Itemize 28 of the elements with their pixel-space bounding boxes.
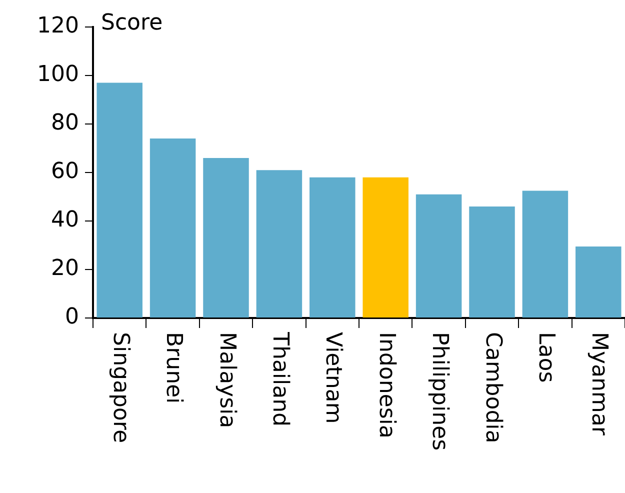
x-tick-label: Cambodia (480, 332, 506, 444)
bar (416, 194, 462, 318)
y-tick-label: 120 (37, 14, 79, 39)
y-axis-title: Score (101, 10, 163, 36)
x-tick-label: Indonesia (374, 332, 399, 438)
x-tick-label: Laos (533, 332, 558, 383)
bar (96, 82, 142, 318)
bar (469, 206, 515, 318)
bar (150, 138, 196, 318)
y-tick-label: 40 (51, 208, 79, 233)
bar (362, 177, 408, 318)
bar (310, 177, 356, 318)
y-tick-label: 20 (51, 256, 79, 282)
bar (256, 170, 302, 318)
x-tick-label: Brunei (161, 332, 186, 404)
x-tick-label: Philippines (427, 332, 452, 451)
y-tick-label: 100 (37, 62, 79, 88)
x-tick-label: Singapore (108, 332, 133, 443)
bar (203, 158, 249, 318)
x-tick-label: Thailand (267, 331, 292, 426)
y-tick-label: 0 (65, 304, 79, 330)
x-tick-label: Myanmar (586, 332, 612, 436)
x-tick-label: Vietnam (320, 332, 346, 424)
y-tick-label: 60 (51, 159, 79, 184)
y-tick-label: 80 (51, 110, 79, 136)
x-tick-label: Malaysia (214, 332, 240, 428)
bar (576, 246, 622, 318)
bar (522, 190, 568, 318)
